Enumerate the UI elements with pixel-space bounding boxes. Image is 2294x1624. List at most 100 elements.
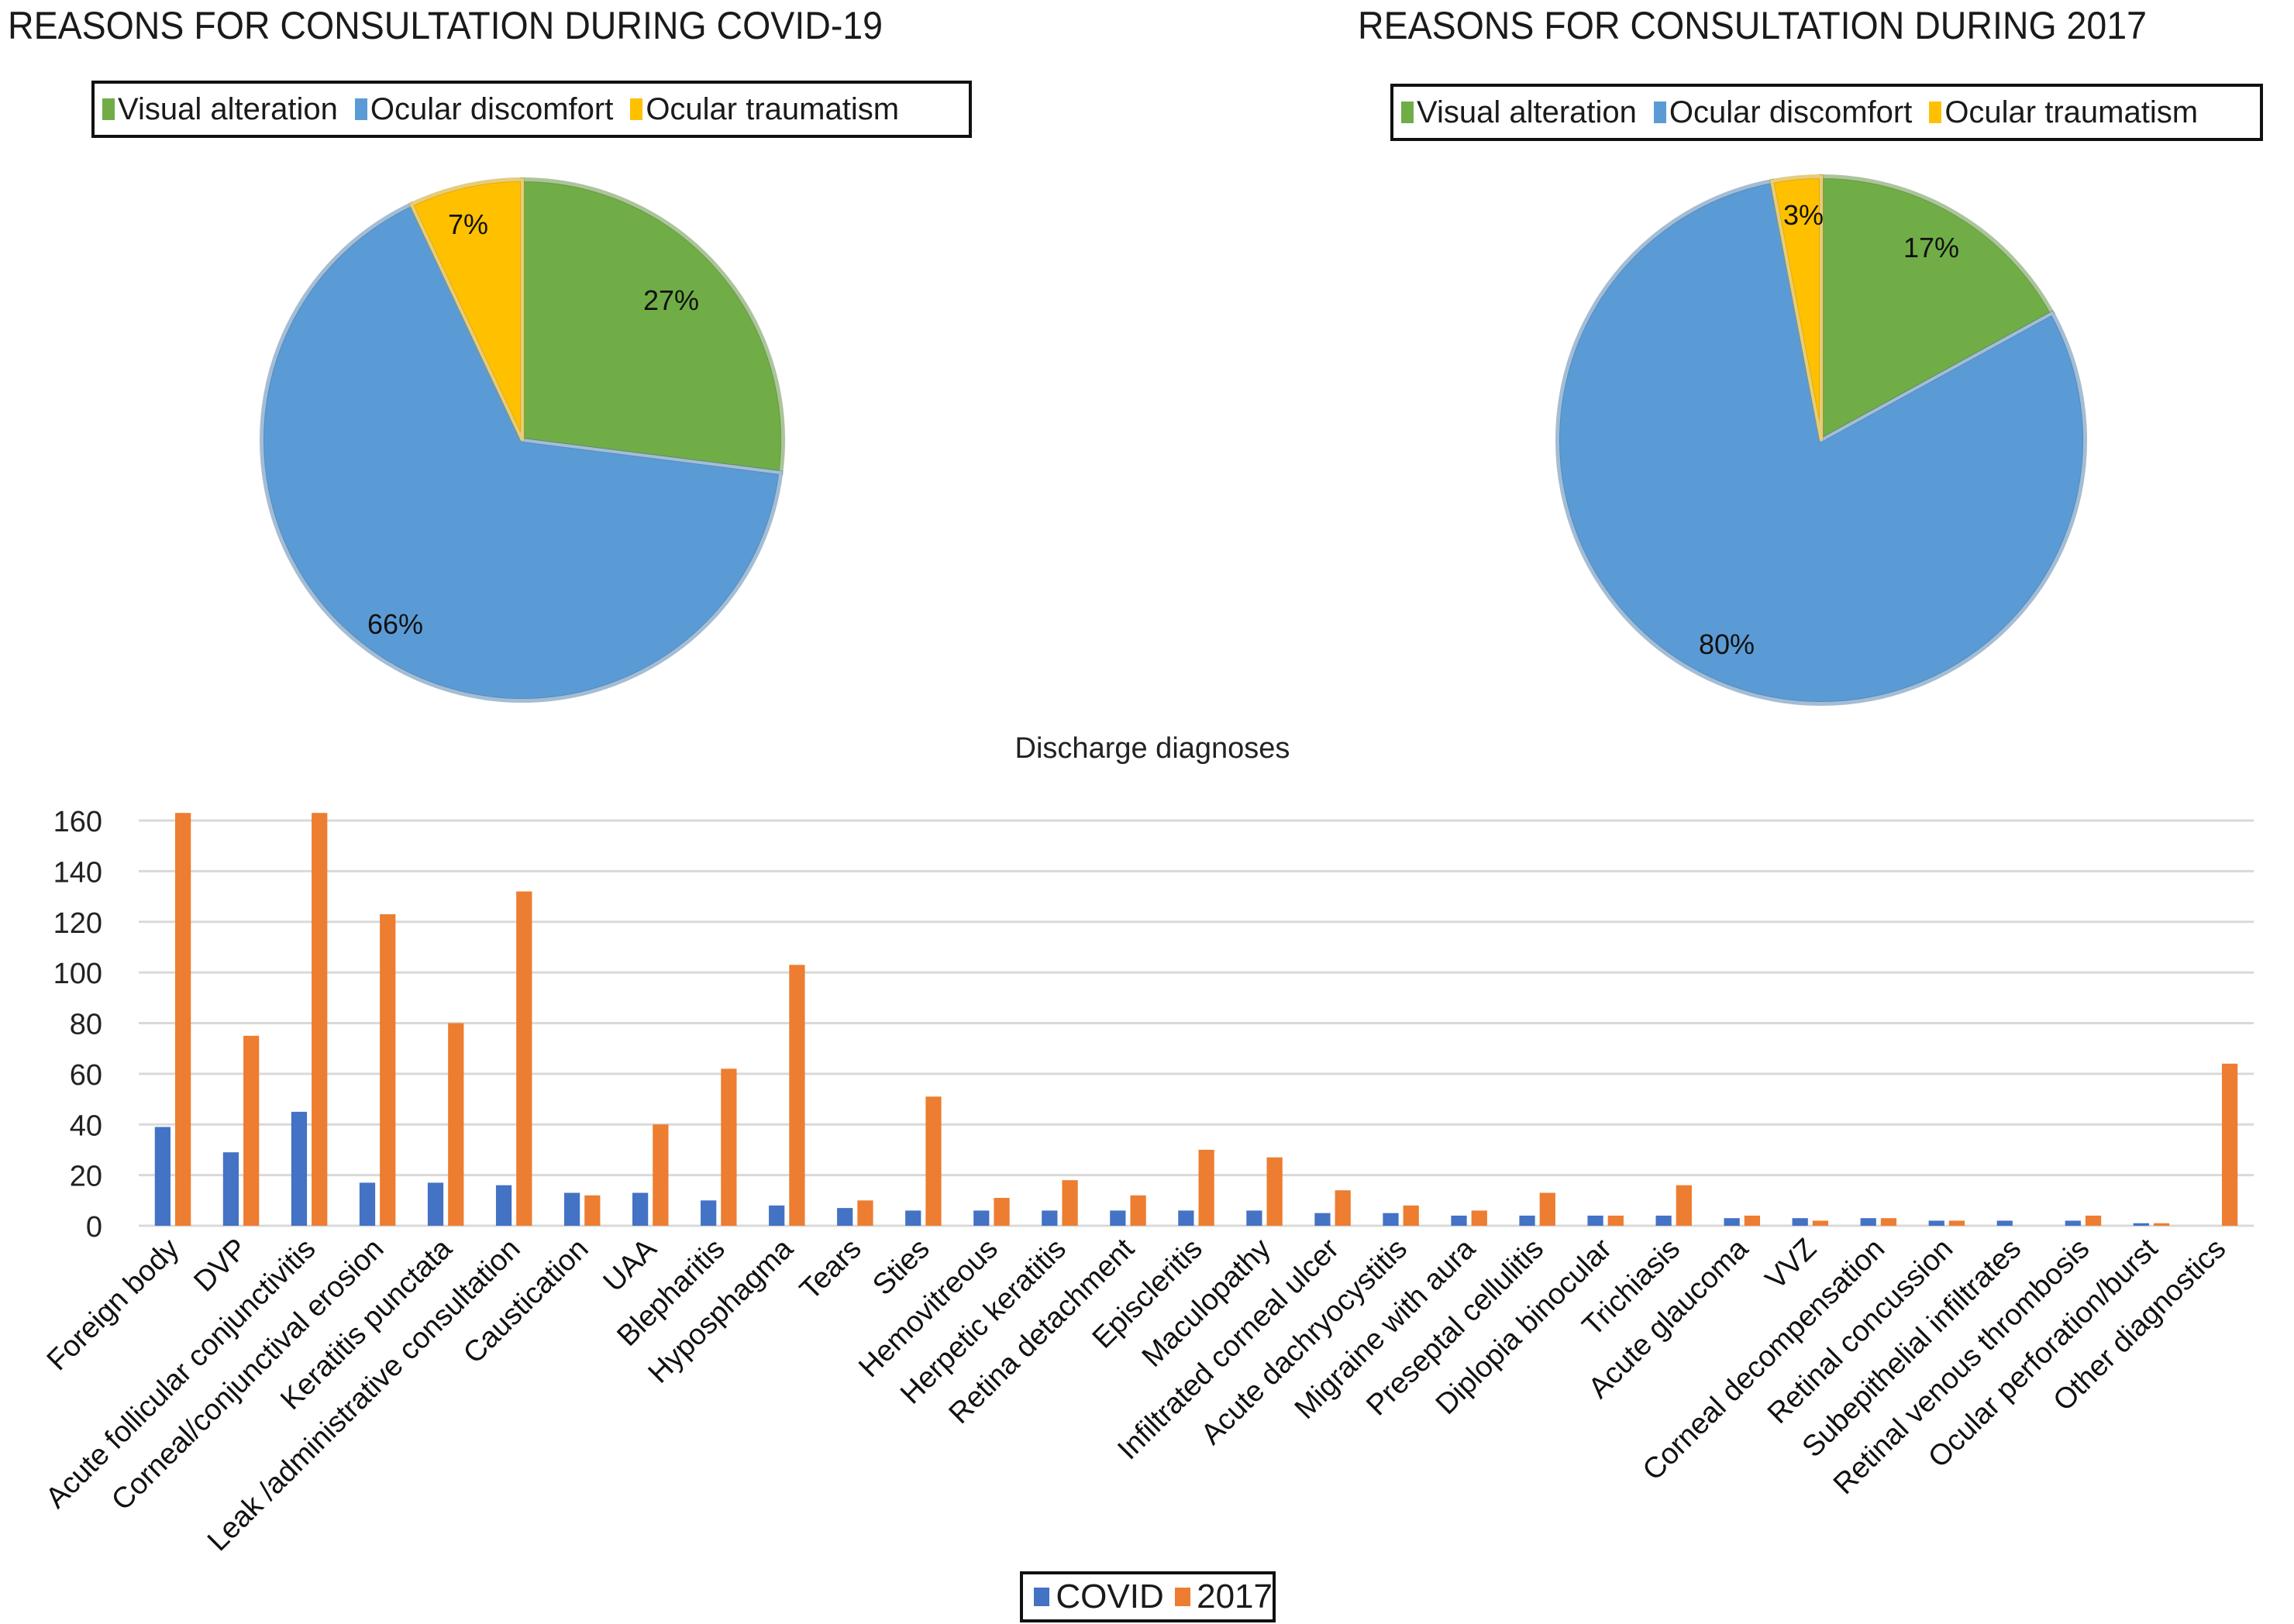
legend-swatch (630, 98, 643, 120)
bar-2017 (312, 813, 328, 1226)
bar-2017 (994, 1198, 1010, 1226)
legend-swatch-covid (1034, 1588, 1050, 1606)
bar-2017 (1676, 1185, 1692, 1226)
bar-covid (1042, 1210, 1058, 1226)
bar-2017 (1403, 1205, 1419, 1226)
bar-2017 (1539, 1192, 1555, 1226)
legend-label: Ocular discomfort (370, 91, 614, 126)
y-tick-label: 120 (53, 907, 102, 940)
bar-covid (1587, 1215, 1603, 1226)
bar-2017 (1948, 1220, 1965, 1226)
bar-2017 (857, 1200, 873, 1226)
bar-2017 (1266, 1157, 1283, 1226)
legend-label-2017: 2017 (1197, 1578, 1273, 1615)
legend-item-visual-alteration: Visual alteration (102, 92, 338, 127)
pie-2017: 17% 80% 3% (1555, 174, 2087, 706)
bar-2017 (2221, 1063, 2238, 1226)
pie-slice-edge (260, 201, 784, 703)
bar-covid (701, 1200, 717, 1226)
legend-item-ocular-discomfort: Ocular discomfort (354, 91, 614, 127)
bar-covid (1246, 1210, 1262, 1226)
bar-2017 (380, 914, 396, 1226)
legend-label-covid: COVID (1056, 1578, 1164, 1615)
bar-2017 (789, 965, 805, 1226)
y-tick-label: 80 (70, 1009, 102, 1041)
bar-covid (632, 1192, 649, 1226)
bar-2017 (1062, 1180, 1078, 1226)
pie-covid-title: REASONS FOR CONSULTATION DURING COVID-19 (8, 4, 884, 47)
legend-label: Ocular traumatism (1944, 95, 2199, 129)
bar-covid (1110, 1210, 1126, 1226)
bar-covid (973, 1210, 990, 1226)
legend-label: Ocular discomfort (1669, 95, 1913, 129)
pie-slice-edge (520, 177, 785, 476)
bar-2017 (448, 1023, 464, 1226)
bar-covid (359, 1182, 376, 1226)
pie-2017-title: REASONS FOR CONSULTATION DURING 2017 (1358, 4, 2148, 47)
bar-2017 (516, 891, 532, 1226)
x-tick-label: Foreign body (41, 1233, 186, 1378)
bar-2017 (175, 813, 191, 1226)
legend-item-visual-alteration: Visual alteration (1401, 95, 1637, 130)
legend-item-ocular-traumatism: Ocular traumatism (1929, 95, 2198, 130)
bar-2017 (721, 1068, 737, 1226)
bar-covid (2065, 1220, 2081, 1226)
pie-data-label: 80% (1699, 628, 1755, 660)
y-tick-label: 20 (70, 1161, 102, 1193)
bar-covid (1655, 1215, 1672, 1226)
pie-covid-legend: Visual alteration Ocular discomfort Ocul… (91, 81, 972, 138)
legend-label: Visual alteration (1417, 95, 1637, 129)
legend-swatch (354, 98, 367, 120)
bar-covid (563, 1192, 580, 1226)
pie-2017-legend: Visual alteration Ocular discomfort Ocul… (1390, 84, 2263, 141)
pie-covid: 27% 66% 7% (260, 177, 785, 703)
bar-covid (427, 1182, 444, 1226)
bar-2017 (1744, 1215, 1761, 1226)
pie-data-label: 3% (1783, 199, 1824, 231)
pie-data-label: 66% (367, 608, 423, 640)
pie-data-label: 17% (1903, 232, 1959, 263)
bar-2017 (925, 1096, 942, 1226)
pie-slice-edge (1555, 178, 2087, 706)
legend-label: Visual alteration (118, 91, 338, 126)
legend-swatch (1653, 102, 1666, 123)
bar-covid (1724, 1218, 1740, 1226)
bar-2017 (1335, 1190, 1351, 1226)
bar-2017 (1130, 1195, 1146, 1226)
bar-2017 (1880, 1218, 1897, 1226)
pie-data-label: 27% (643, 284, 699, 316)
bar-covid (769, 1205, 785, 1226)
bar-covid (837, 1208, 853, 1226)
bar-covid (905, 1210, 921, 1226)
bar-2017 (584, 1195, 601, 1226)
y-tick-label: 140 (53, 856, 102, 889)
legend-swatch (1401, 102, 1414, 123)
bar-2017 (243, 1035, 260, 1226)
bar-covid (291, 1111, 308, 1226)
bar-covid (1928, 1220, 1944, 1226)
pie-slice-edge (1819, 174, 2056, 445)
legend-swatch-2017 (1174, 1588, 1191, 1606)
bar-covid (1314, 1213, 1331, 1226)
pie-slice-visual-alteration (521, 177, 784, 475)
bar-2017 (1471, 1210, 1487, 1226)
bar-covid (154, 1127, 171, 1226)
pie-slice-edge (408, 177, 525, 442)
bar-covid (1519, 1215, 1535, 1226)
legend-item-ocular-traumatism: Ocular traumatism (630, 92, 899, 127)
pie-slice-edge (1769, 174, 1824, 441)
bar-2017 (2153, 1223, 2170, 1226)
bar-chart-legend: COVID 2017 (1020, 1571, 1276, 1622)
bar-chart-title: Discharge diagnoses (1015, 732, 1290, 765)
bar-2017 (1607, 1215, 1624, 1226)
x-tick-label: Tears (794, 1233, 867, 1306)
bar-covid (1860, 1218, 1876, 1226)
y-tick-label: 40 (70, 1110, 102, 1142)
bar-2017 (1198, 1149, 1214, 1226)
y-tick-label: 100 (53, 958, 102, 990)
y-tick-label: 160 (53, 806, 102, 838)
bar-2017 (653, 1124, 669, 1226)
bar-2017 (1812, 1220, 1829, 1226)
